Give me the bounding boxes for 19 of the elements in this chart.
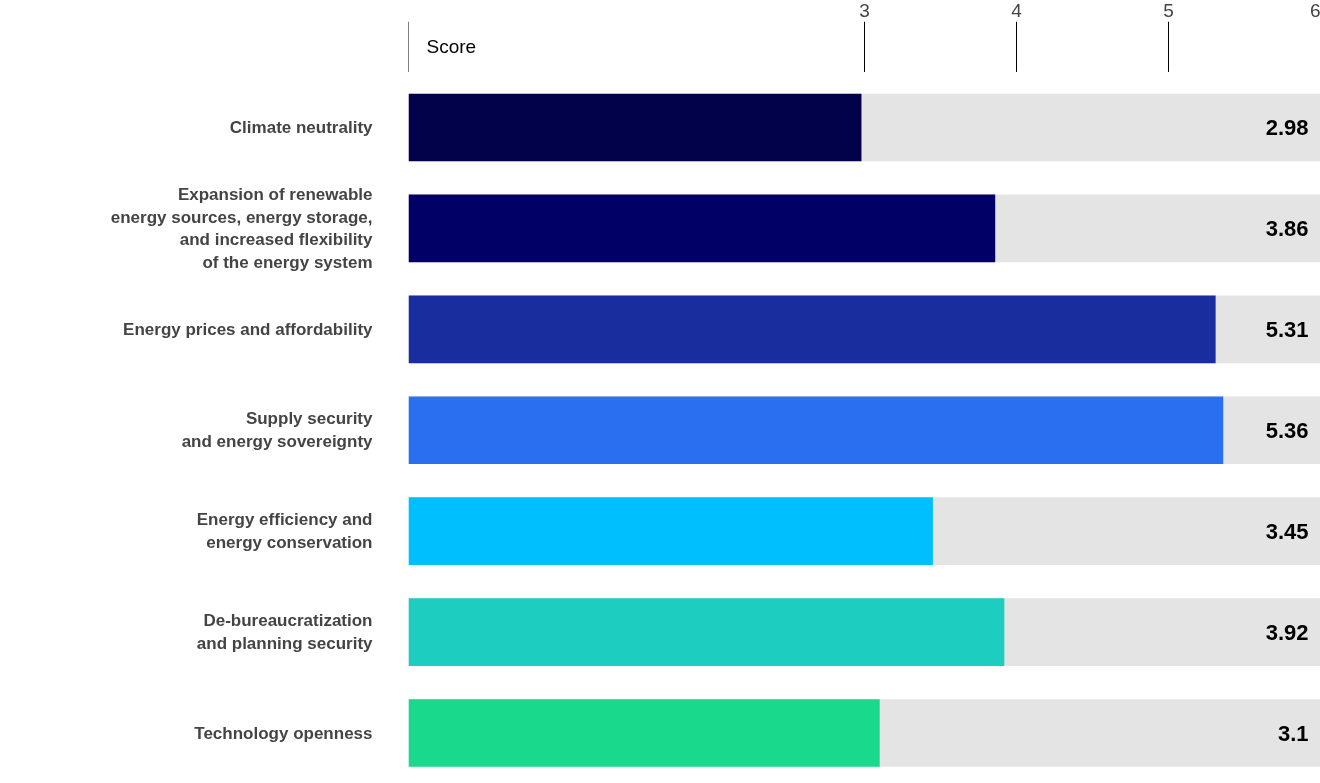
data-label: 5.36 (1265, 417, 1309, 443)
y-tick-label: Climate neutrality (229, 117, 374, 137)
x-axis-title: Score (426, 36, 477, 58)
y-tick-label: Supply security and energy sovereignty (181, 409, 374, 452)
y-tick-label: Energy prices and affordability (123, 319, 374, 339)
data-label: 3.86 (1265, 215, 1309, 241)
x-tick-label: 6 (1309, 0, 1320, 21)
x-tick-label: 3 (859, 0, 870, 21)
y-tick-label: Technology openness (194, 723, 373, 743)
data-label: 3.1 (1277, 720, 1309, 746)
data-label: 5.31 (1265, 316, 1309, 342)
y-tick-label: De-bureaucratization and planning security (196, 611, 374, 654)
x-tick-label: 5 (1163, 0, 1174, 21)
x-tick-label: 4 (1011, 0, 1023, 21)
y-tick-label: Expansion of renewable energy sources, energy storage, and increased flexibility of the energy system (110, 184, 374, 273)
data-label: 2.98 (1265, 114, 1309, 140)
data-label: 3.45 (1265, 518, 1309, 544)
y-tick-label: Energy efficiency and energy conservation (196, 510, 373, 553)
data-label: 3.92 (1265, 619, 1309, 645)
